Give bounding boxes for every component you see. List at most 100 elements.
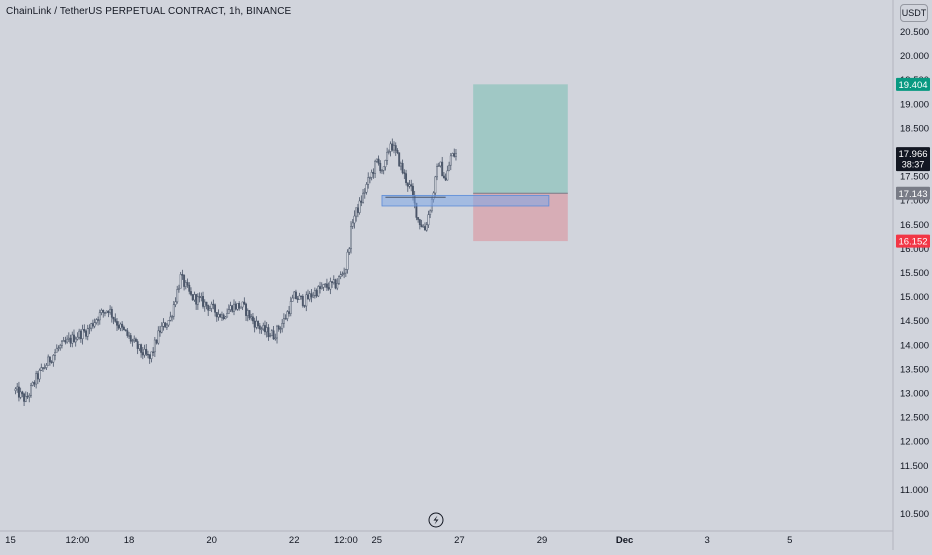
candle-body	[164, 322, 167, 328]
candle-body	[71, 334, 74, 344]
x-tick-label: Dec	[616, 535, 633, 546]
candle-body	[217, 314, 220, 318]
take-profit-label-text: 19.404	[898, 80, 927, 91]
price-axis[interactable]: 10.500 11.000 11.500 12.000 12.500 13.000 13.5…	[892, 0, 929, 550]
candle-body	[305, 294, 308, 307]
candle	[248, 309, 251, 321]
candle	[16, 383, 19, 393]
candle-body	[69, 337, 72, 344]
candle	[289, 296, 292, 317]
candle	[179, 271, 182, 289]
candle-body	[140, 344, 143, 353]
candle	[427, 210, 430, 228]
candle	[255, 316, 258, 330]
candle	[331, 281, 334, 288]
candle-body	[196, 296, 199, 305]
candle	[38, 368, 41, 383]
candle	[368, 176, 371, 184]
candle	[291, 294, 294, 302]
candle-body	[21, 391, 24, 395]
candle	[441, 156, 444, 177]
candle	[172, 300, 175, 320]
candle-body	[291, 297, 294, 302]
time-axis[interactable]: 15 12:00 18 20 22 12:00 25 27 29 Dec 3 5	[0, 530, 893, 546]
candle-body	[391, 143, 394, 151]
candle	[164, 321, 167, 328]
candle-body	[66, 338, 69, 343]
candle-body	[344, 269, 347, 274]
x-tick-label: 12:00	[66, 535, 90, 546]
candle	[198, 292, 201, 303]
candle	[102, 309, 105, 318]
candle	[351, 219, 354, 230]
candle	[387, 149, 390, 155]
candle	[239, 306, 242, 309]
candle-body	[162, 322, 165, 327]
candle-body	[50, 361, 53, 363]
candle	[126, 328, 129, 338]
candle	[54, 349, 57, 361]
candle	[31, 381, 34, 387]
candle-body	[219, 314, 222, 318]
candle-body	[155, 339, 158, 344]
candle	[325, 278, 328, 291]
candle-body	[160, 325, 163, 333]
candle-body	[64, 340, 67, 343]
candle-body	[19, 391, 22, 398]
candle	[147, 350, 149, 359]
candle	[88, 324, 91, 335]
candle-body	[85, 330, 87, 337]
candle-body	[424, 226, 426, 231]
candle-body	[179, 274, 182, 289]
candle	[57, 345, 60, 352]
candle-body	[250, 316, 253, 319]
candle-body	[55, 348, 58, 353]
candle-body	[339, 274, 342, 277]
candle	[405, 169, 408, 186]
candle-body	[410, 184, 413, 187]
y-tick-label: 20.500	[900, 27, 929, 38]
entry-label-bg	[896, 186, 930, 200]
candle-body	[270, 330, 273, 337]
candle-body	[298, 295, 301, 300]
candle-body	[83, 329, 86, 332]
candle-body	[133, 338, 136, 341]
candle-body	[418, 219, 421, 226]
candle	[276, 324, 278, 344]
candle	[353, 210, 356, 229]
currency-badge[interactable]: USDT	[900, 4, 928, 22]
candle-body	[350, 226, 352, 250]
candle-body	[134, 338, 137, 342]
candle-body	[245, 303, 247, 316]
candle	[190, 287, 192, 297]
candle-body	[387, 151, 390, 153]
candle-body	[116, 321, 118, 326]
candle	[282, 313, 285, 328]
replay-icon[interactable]	[428, 512, 444, 528]
candle	[69, 334, 72, 348]
candle-body	[243, 301, 246, 305]
candle	[363, 188, 366, 199]
candle-body	[14, 388, 17, 391]
candle	[210, 301, 213, 313]
candle-body	[184, 282, 187, 287]
candle	[109, 305, 112, 315]
candle	[296, 295, 299, 303]
position-tool[interactable]	[381, 84, 568, 242]
candle-body	[436, 166, 438, 178]
candle-body	[276, 325, 278, 339]
symbol-title: ChainLink / TetherUS PERPETUAL CONTRACT,…	[6, 6, 292, 17]
candle-body	[441, 161, 444, 177]
candle	[360, 195, 363, 207]
candle-body	[38, 370, 41, 380]
candle-body	[131, 340, 134, 342]
candle	[64, 336, 67, 345]
candle	[136, 339, 139, 355]
candle	[203, 299, 206, 312]
candle-body	[451, 153, 454, 157]
candle	[236, 303, 239, 311]
candle-body	[262, 325, 265, 330]
candle	[269, 333, 272, 338]
